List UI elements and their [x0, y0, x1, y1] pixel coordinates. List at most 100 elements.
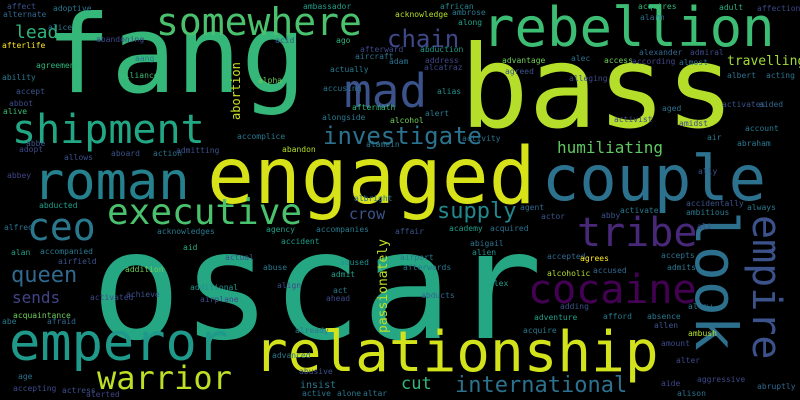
word-ability: ability	[2, 73, 36, 82]
word-activity: activity	[462, 134, 501, 143]
word-abortion: abortion	[229, 62, 243, 120]
word-acquaintance: acquaintance	[13, 311, 71, 320]
word-abbey: abbey	[7, 171, 32, 180]
word-roman: roman	[33, 152, 190, 212]
word-admit: admit	[331, 270, 356, 279]
word-advanced: advanced	[272, 351, 311, 360]
word-acquire: acquire	[523, 326, 557, 335]
word-lead: lead	[15, 22, 59, 43]
word-affect: affect	[7, 2, 36, 11]
word-supply: supply	[437, 199, 517, 224]
word-abusive: abusive	[299, 367, 333, 376]
word-alamein: alamein	[366, 140, 400, 149]
word-alexander: alexander	[639, 48, 683, 57]
word-airfield: airfield	[58, 257, 97, 266]
word-humiliating: humiliating	[557, 138, 663, 157]
word-adopt: adopt	[19, 145, 44, 154]
word-ahead: ahead	[326, 294, 351, 303]
word-alias: alias	[437, 87, 462, 96]
word-along: along	[458, 18, 483, 27]
word-chain: chain	[387, 25, 460, 53]
word-abducted: abducted	[39, 201, 78, 210]
word-afterlife: afterlife	[2, 41, 46, 50]
word-abuse: abuse	[263, 263, 288, 272]
word-abby: abby	[601, 211, 621, 220]
word-emperor: emperor	[9, 313, 229, 373]
word-accidentally: accidentally	[686, 199, 744, 208]
word-acknowledges: acknowledges	[157, 227, 215, 236]
word-ambush: ambush	[688, 329, 717, 338]
word-acid: acid	[275, 36, 295, 45]
word-already: already	[295, 326, 329, 335]
word-afterwards: afterwards	[403, 263, 452, 272]
word-ally: ally	[698, 167, 718, 176]
word-accomplice: accomplice	[237, 132, 286, 141]
word-ambrose: ambrose	[452, 8, 486, 17]
word-alpha: alpha	[258, 76, 283, 85]
word-allen: allen	[654, 321, 679, 330]
word-alec: alec	[571, 54, 591, 63]
word-activist: activist	[614, 115, 653, 124]
word-aged: aged	[662, 104, 682, 113]
word-account: account	[745, 124, 779, 133]
word-abigail: abigail	[470, 239, 504, 248]
word-alert: alert	[425, 109, 450, 118]
word-ambitious: ambitious	[686, 208, 730, 217]
word-allows: allows	[64, 153, 93, 162]
word-alleging: alleging	[569, 74, 608, 83]
word-absence: absence	[647, 312, 681, 321]
word-abbe: abbe	[26, 139, 46, 148]
word-accusing: accusing	[323, 84, 362, 93]
word-oscar: oscar	[91, 200, 543, 374]
word-african: african	[440, 2, 474, 11]
word-admitting: admitting	[176, 146, 220, 155]
word-fang: fang	[46, 0, 307, 118]
word-aircraft: aircraft	[355, 52, 394, 61]
word-amidst: amidst	[679, 119, 708, 128]
word-adding: adding	[560, 302, 589, 311]
word-actual: actual	[225, 253, 254, 262]
word-sends: sends	[12, 288, 61, 307]
word-agency: agency	[266, 225, 295, 234]
word-affection: affection	[757, 4, 800, 13]
word-alive: alive	[3, 107, 28, 116]
word-aftermath: aftermath	[352, 103, 396, 112]
word-adventure: adventure	[534, 313, 578, 322]
word-abruptly: abruptly	[757, 382, 796, 391]
word-somewhere: somewhere	[156, 0, 362, 44]
word-acknowledge: acknowledge	[395, 10, 448, 19]
word-albert: albert	[727, 71, 756, 80]
word-tribe: tribe	[577, 210, 698, 256]
word-actually: actually	[330, 65, 369, 74]
word-aboard: aboard	[111, 149, 140, 158]
word-alan: alan	[11, 248, 31, 257]
word-cocaine: cocaine	[528, 267, 697, 313]
word-activated: activated	[90, 293, 134, 302]
word-almost: almost	[679, 58, 708, 67]
word-alcoholic: alcoholic	[547, 269, 591, 278]
word-alerted: alerted	[86, 390, 120, 399]
word-air: air	[707, 133, 722, 142]
word-accompanied: accompanied	[40, 247, 93, 256]
word-passionately: passionately	[376, 239, 391, 333]
word-aide: aide	[661, 379, 681, 388]
word-ceo: ceo	[27, 205, 96, 249]
word-abducts: abducts	[421, 291, 455, 300]
word-couple: couple	[542, 142, 766, 215]
word-alison: alison	[677, 389, 706, 398]
word-activates: activates	[722, 100, 766, 109]
word-agent: agent	[520, 203, 545, 212]
word-engaged: engaged	[207, 132, 536, 222]
word-amount: amount	[661, 339, 690, 348]
word-achieve: achieve	[126, 290, 160, 299]
word-alongside: alongside	[322, 113, 366, 122]
word-afford: afford	[603, 312, 632, 321]
word-afterward: afterward	[360, 45, 404, 54]
word-accepting: accepting	[13, 384, 57, 393]
word-alarm: alarm	[640, 13, 665, 22]
word-admiral: admiral	[690, 48, 724, 57]
word-advantage: advantage	[502, 56, 546, 65]
word-albright: albright	[354, 194, 393, 203]
word-accompanies: accompanies	[316, 225, 369, 234]
word-ali: ali	[697, 222, 712, 231]
